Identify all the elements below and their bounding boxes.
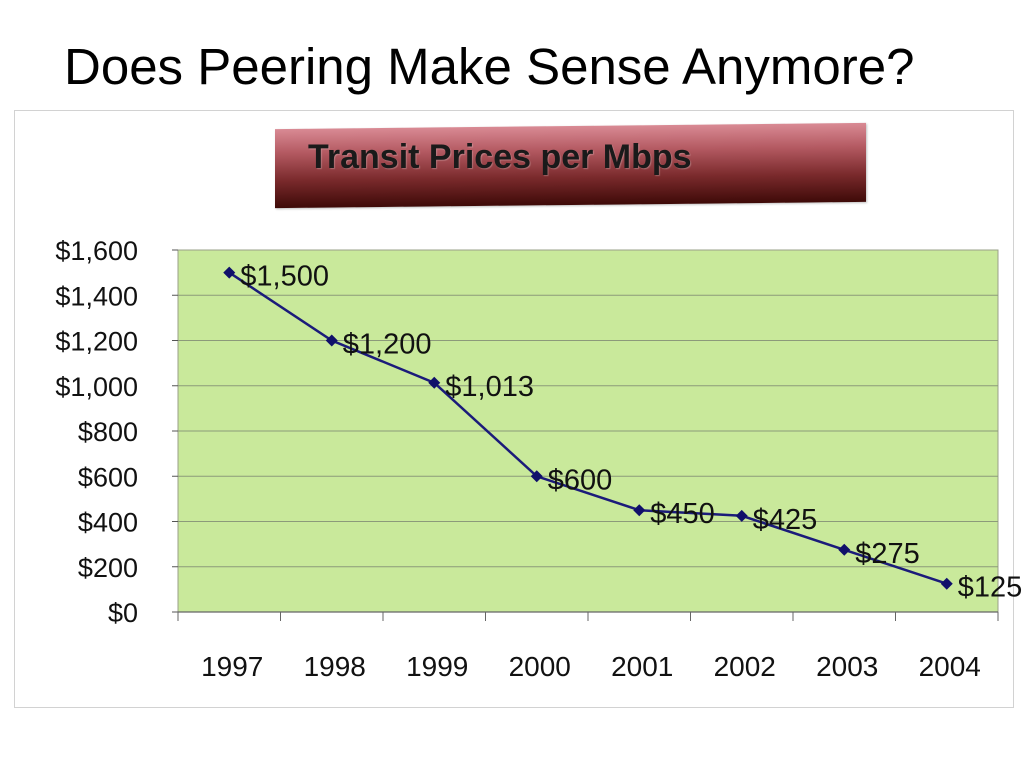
y-tick-label: $0 xyxy=(108,598,138,628)
y-axis: $0 $200 $400 $600 $800 $1,000 $1,200 $1,400 $1,6… xyxy=(55,236,178,628)
data-point-marker xyxy=(428,376,441,389)
y-tick-label: $1,600 xyxy=(55,236,138,266)
y-tick-label: $1,400 xyxy=(55,281,138,311)
data-point-marker xyxy=(940,577,953,590)
y-tick-label: $1,000 xyxy=(55,372,138,402)
gridlines xyxy=(178,294,998,568)
data-point-marker xyxy=(223,266,236,279)
x-tick-label: 2003 xyxy=(816,651,878,682)
x-axis: 1997 1998 1999 2000 2001 2002 2003 2004 xyxy=(177,611,999,682)
data-markers xyxy=(223,266,953,590)
y-tick-label: $1,200 xyxy=(55,327,138,357)
data-labels: $1,500 $1,200 $1,013 $600 $450 $425 $275 $125 xyxy=(240,261,1022,604)
data-label: $1,500 xyxy=(240,261,329,293)
chart-title: Transit Prices per Mbps xyxy=(308,138,692,176)
series-line xyxy=(228,271,948,585)
y-tick-label: $400 xyxy=(78,508,138,538)
y-tick-label: $600 xyxy=(78,462,138,492)
slide-title: Does Peering Make Sense Anymore? xyxy=(64,38,915,95)
x-tick-label: 1999 xyxy=(406,651,468,682)
data-point-marker xyxy=(325,334,338,347)
data-label: $1,013 xyxy=(445,371,534,403)
data-label: $125 xyxy=(958,572,1023,604)
data-label: $275 xyxy=(855,538,920,570)
data-label: $600 xyxy=(548,464,613,496)
y-tick-label: $800 xyxy=(78,417,138,447)
x-tick-label: 2002 xyxy=(714,651,776,682)
x-tick-label: 2000 xyxy=(509,651,571,682)
data-point-marker xyxy=(838,543,851,556)
data-point-marker xyxy=(530,470,543,483)
x-tick-label: 2001 xyxy=(611,651,673,682)
data-label: $450 xyxy=(650,498,715,530)
data-point-marker xyxy=(735,509,748,522)
data-label: $425 xyxy=(753,504,818,536)
x-tick-label: 1998 xyxy=(304,651,366,682)
data-label: $1,200 xyxy=(343,329,432,361)
y-tick-label: $200 xyxy=(78,553,138,583)
x-tick-label: 1997 xyxy=(201,651,263,682)
data-point-marker xyxy=(633,504,646,517)
x-tick-label: 2004 xyxy=(919,651,981,682)
